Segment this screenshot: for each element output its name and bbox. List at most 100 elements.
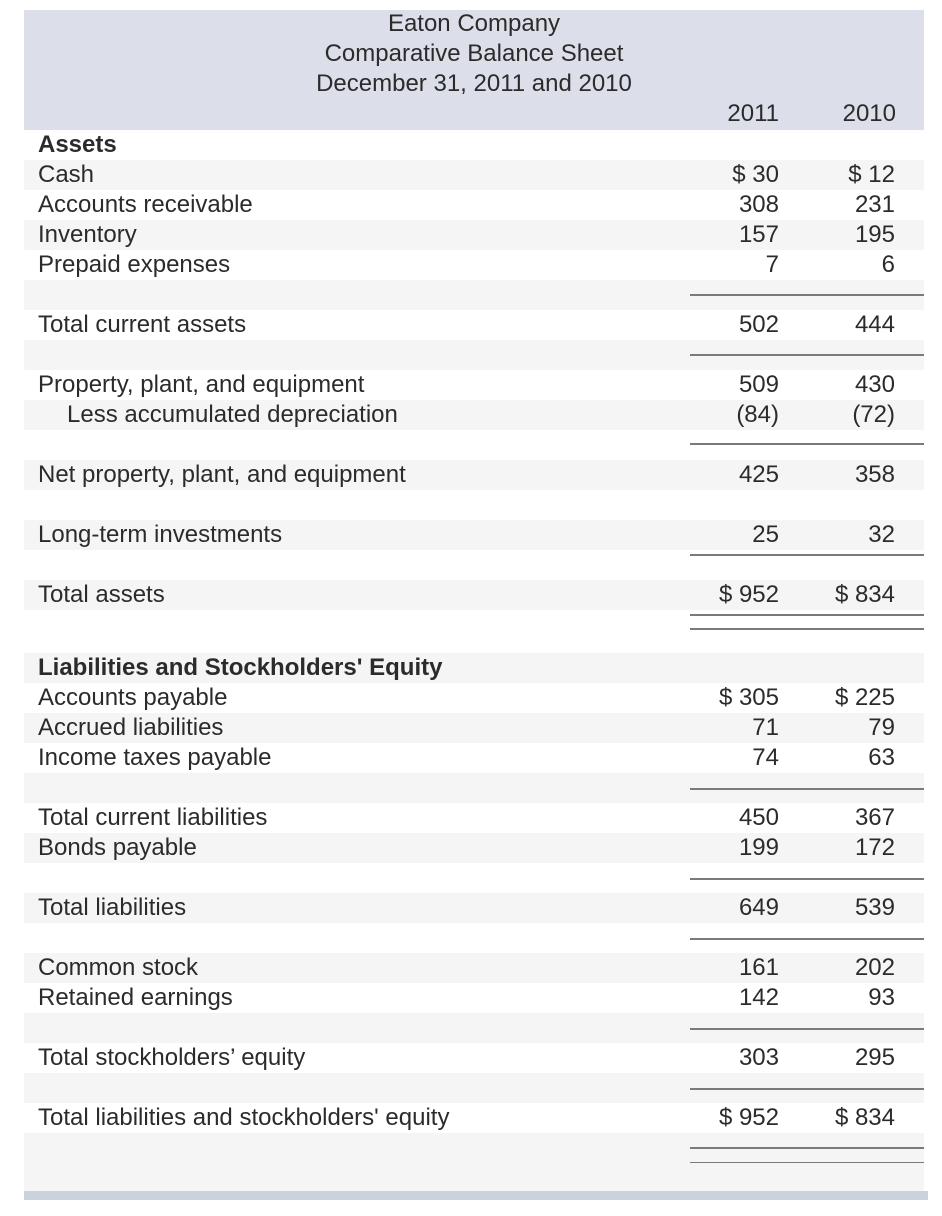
row-ppe: Property, plant, and equipment 509 430 [24, 370, 924, 400]
total-rule [690, 354, 924, 356]
value-2011: 71 [752, 714, 779, 741]
value-2010: 32 [868, 521, 895, 548]
value-2010: 539 [854, 894, 895, 921]
value-2011: 157 [738, 221, 779, 248]
statement-title: Comparative Balance Sheet [324, 40, 624, 67]
spacer-row [24, 1133, 924, 1164]
spacer-row [24, 1073, 924, 1103]
value-2010: 367 [854, 804, 895, 831]
row-label: Property, plant, and equipment [38, 371, 365, 398]
row-label: Common stock [38, 954, 199, 981]
total-rule [690, 1088, 924, 1090]
total-rule [690, 1028, 924, 1030]
row-ar: Accounts receivable 308 231 [24, 190, 924, 220]
row-total-lse: Total liabilities and stockholders' equi… [24, 1103, 924, 1133]
value-2010: 231 [854, 191, 895, 218]
row-label: Bonds payable [38, 834, 197, 861]
row-common: Common stock 161 202 [24, 953, 924, 983]
value-2010: 195 [854, 221, 895, 248]
total-rule [690, 788, 924, 790]
row-label: Total stockholders’ equity [38, 1044, 306, 1071]
row-accrued: Accrued liabilities 71 79 [24, 713, 924, 743]
total-rule [690, 628, 924, 630]
spacer-row [24, 773, 924, 803]
total-rule [690, 938, 924, 940]
table-header: Eaton Company Comparative Balance Sheet … [24, 10, 924, 130]
row-ap: Accounts payable $ 305 $ 225 [24, 683, 924, 713]
row-total-current: Total current assets 502 444 [24, 310, 924, 340]
row-retained: Retained earnings 142 93 [24, 983, 924, 1013]
value-2010: 430 [854, 371, 895, 398]
spacer-row [24, 490, 924, 520]
spacer-row [24, 280, 924, 310]
row-label: Prepaid expenses [38, 251, 231, 278]
row-net-ppe: Net property, plant, and equipment 425 358 [24, 460, 924, 490]
row-label: Inventory [38, 221, 137, 248]
value-2010: 6 [881, 251, 895, 278]
row-lti: Long-term investments 25 32 [24, 520, 924, 550]
balance-sheet-body: Assets Cash $ 30 $ 12 Accounts receivable 308… [24, 130, 924, 1193]
value-2011: 509 [738, 371, 779, 398]
value-2011: 161 [738, 954, 779, 981]
value-2011: $ 305 [718, 684, 779, 711]
value-2010: 79 [868, 714, 895, 741]
value-2011: 74 [752, 744, 779, 771]
value-2010: 202 [854, 954, 895, 981]
row-cash: Cash $ 30 $ 12 [24, 160, 924, 190]
spacer-row [24, 1163, 924, 1193]
section-heading: Liabilities and Stockholders' Equity [38, 654, 443, 681]
spacer-row [24, 863, 924, 893]
value-2011: 25 [752, 521, 779, 548]
row-bonds: Bonds payable 199 172 [24, 833, 924, 863]
row-label: Total current liabilities [38, 804, 268, 831]
row-heading: Assets [24, 130, 924, 160]
value-2010: $ 225 [834, 684, 895, 711]
value-2011: $ 952 [718, 581, 779, 608]
row-heading: Liabilities and Stockholders' Equity [24, 653, 924, 683]
row-label: Total liabilities [38, 894, 187, 921]
row-total-current: Total current liabilities 450 367 [24, 803, 924, 833]
row-label: Retained earnings [38, 984, 233, 1011]
bottom-bar [24, 1191, 928, 1200]
spacer-row [24, 923, 924, 953]
value-2010: 295 [854, 1044, 895, 1071]
value-2010: 63 [868, 744, 895, 771]
row-label: Accrued liabilities [38, 714, 224, 741]
value-2010: 93 [868, 984, 895, 1011]
value-2011: 308 [738, 191, 779, 218]
spacer-row [24, 610, 924, 640]
row-label: Total liabilities and stockholders' equi… [38, 1104, 450, 1131]
value-2011: $ 30 [732, 161, 779, 188]
value-2010: 172 [854, 834, 895, 861]
total-rule [690, 554, 924, 556]
total-rule [690, 443, 924, 445]
spacer-row [24, 1013, 924, 1043]
row-total: Total assets $ 952 $ 834 [24, 580, 924, 610]
row-label: Accounts payable [38, 684, 228, 711]
row-prepaid: Prepaid expenses 7 6 [24, 250, 924, 280]
value-2011: $ 952 [718, 1104, 779, 1131]
row-inventory: Inventory 157 195 [24, 220, 924, 250]
row-total-se: Total stockholders’ equity 303 295 [24, 1043, 924, 1073]
row-acc-dep: Less accumulated depreciation (84) (72) [24, 400, 924, 430]
total-rule [690, 294, 924, 296]
value-2011: 7 [765, 251, 779, 278]
row-label: Net property, plant, and equipment [38, 461, 406, 488]
row-label: Cash [38, 161, 95, 188]
value-2010: 444 [854, 311, 895, 338]
statement-period: December 31, 2011 and 2010 [316, 70, 632, 97]
row-label: Total assets [38, 581, 165, 608]
spacer-row [24, 550, 924, 580]
total-rule [690, 878, 924, 880]
spacer-row [24, 640, 924, 653]
row-taxes: Income taxes payable 74 63 [24, 743, 924, 773]
row-label: Long-term investments [38, 521, 283, 548]
value-2011: 142 [738, 984, 779, 1011]
value-2010: (72) [852, 401, 895, 428]
value-2011: 649 [738, 894, 779, 921]
value-2010: $ 834 [834, 581, 895, 608]
value-2011: 502 [738, 311, 779, 338]
value-2011: (84) [736, 401, 779, 428]
row-label: Total current assets [38, 311, 247, 338]
value-2011: 199 [738, 834, 779, 861]
